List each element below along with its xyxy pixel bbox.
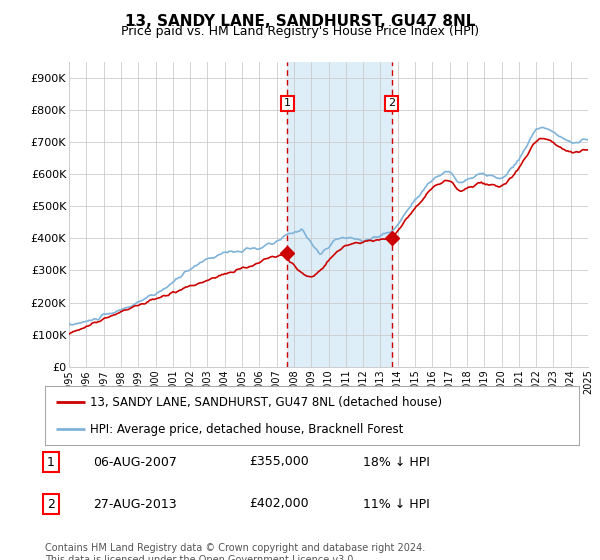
- Text: £402,000: £402,000: [249, 497, 308, 511]
- Text: HPI: Average price, detached house, Bracknell Forest: HPI: Average price, detached house, Brac…: [91, 423, 404, 436]
- Text: Contains HM Land Registry data © Crown copyright and database right 2024.
This d: Contains HM Land Registry data © Crown c…: [45, 543, 425, 560]
- Text: 1: 1: [284, 99, 291, 109]
- Text: 1: 1: [47, 455, 55, 469]
- Text: 11% ↓ HPI: 11% ↓ HPI: [363, 497, 430, 511]
- Text: 2: 2: [388, 99, 395, 109]
- Text: 27-AUG-2013: 27-AUG-2013: [93, 497, 176, 511]
- Text: £355,000: £355,000: [249, 455, 309, 469]
- Text: 13, SANDY LANE, SANDHURST, GU47 8NL: 13, SANDY LANE, SANDHURST, GU47 8NL: [125, 14, 475, 29]
- Text: 18% ↓ HPI: 18% ↓ HPI: [363, 455, 430, 469]
- Text: Price paid vs. HM Land Registry's House Price Index (HPI): Price paid vs. HM Land Registry's House …: [121, 25, 479, 38]
- Bar: [287, 62, 392, 367]
- Text: 13, SANDY LANE, SANDHURST, GU47 8NL (detached house): 13, SANDY LANE, SANDHURST, GU47 8NL (det…: [91, 396, 443, 409]
- Text: 06-AUG-2007: 06-AUG-2007: [93, 455, 177, 469]
- Text: 2: 2: [47, 497, 55, 511]
